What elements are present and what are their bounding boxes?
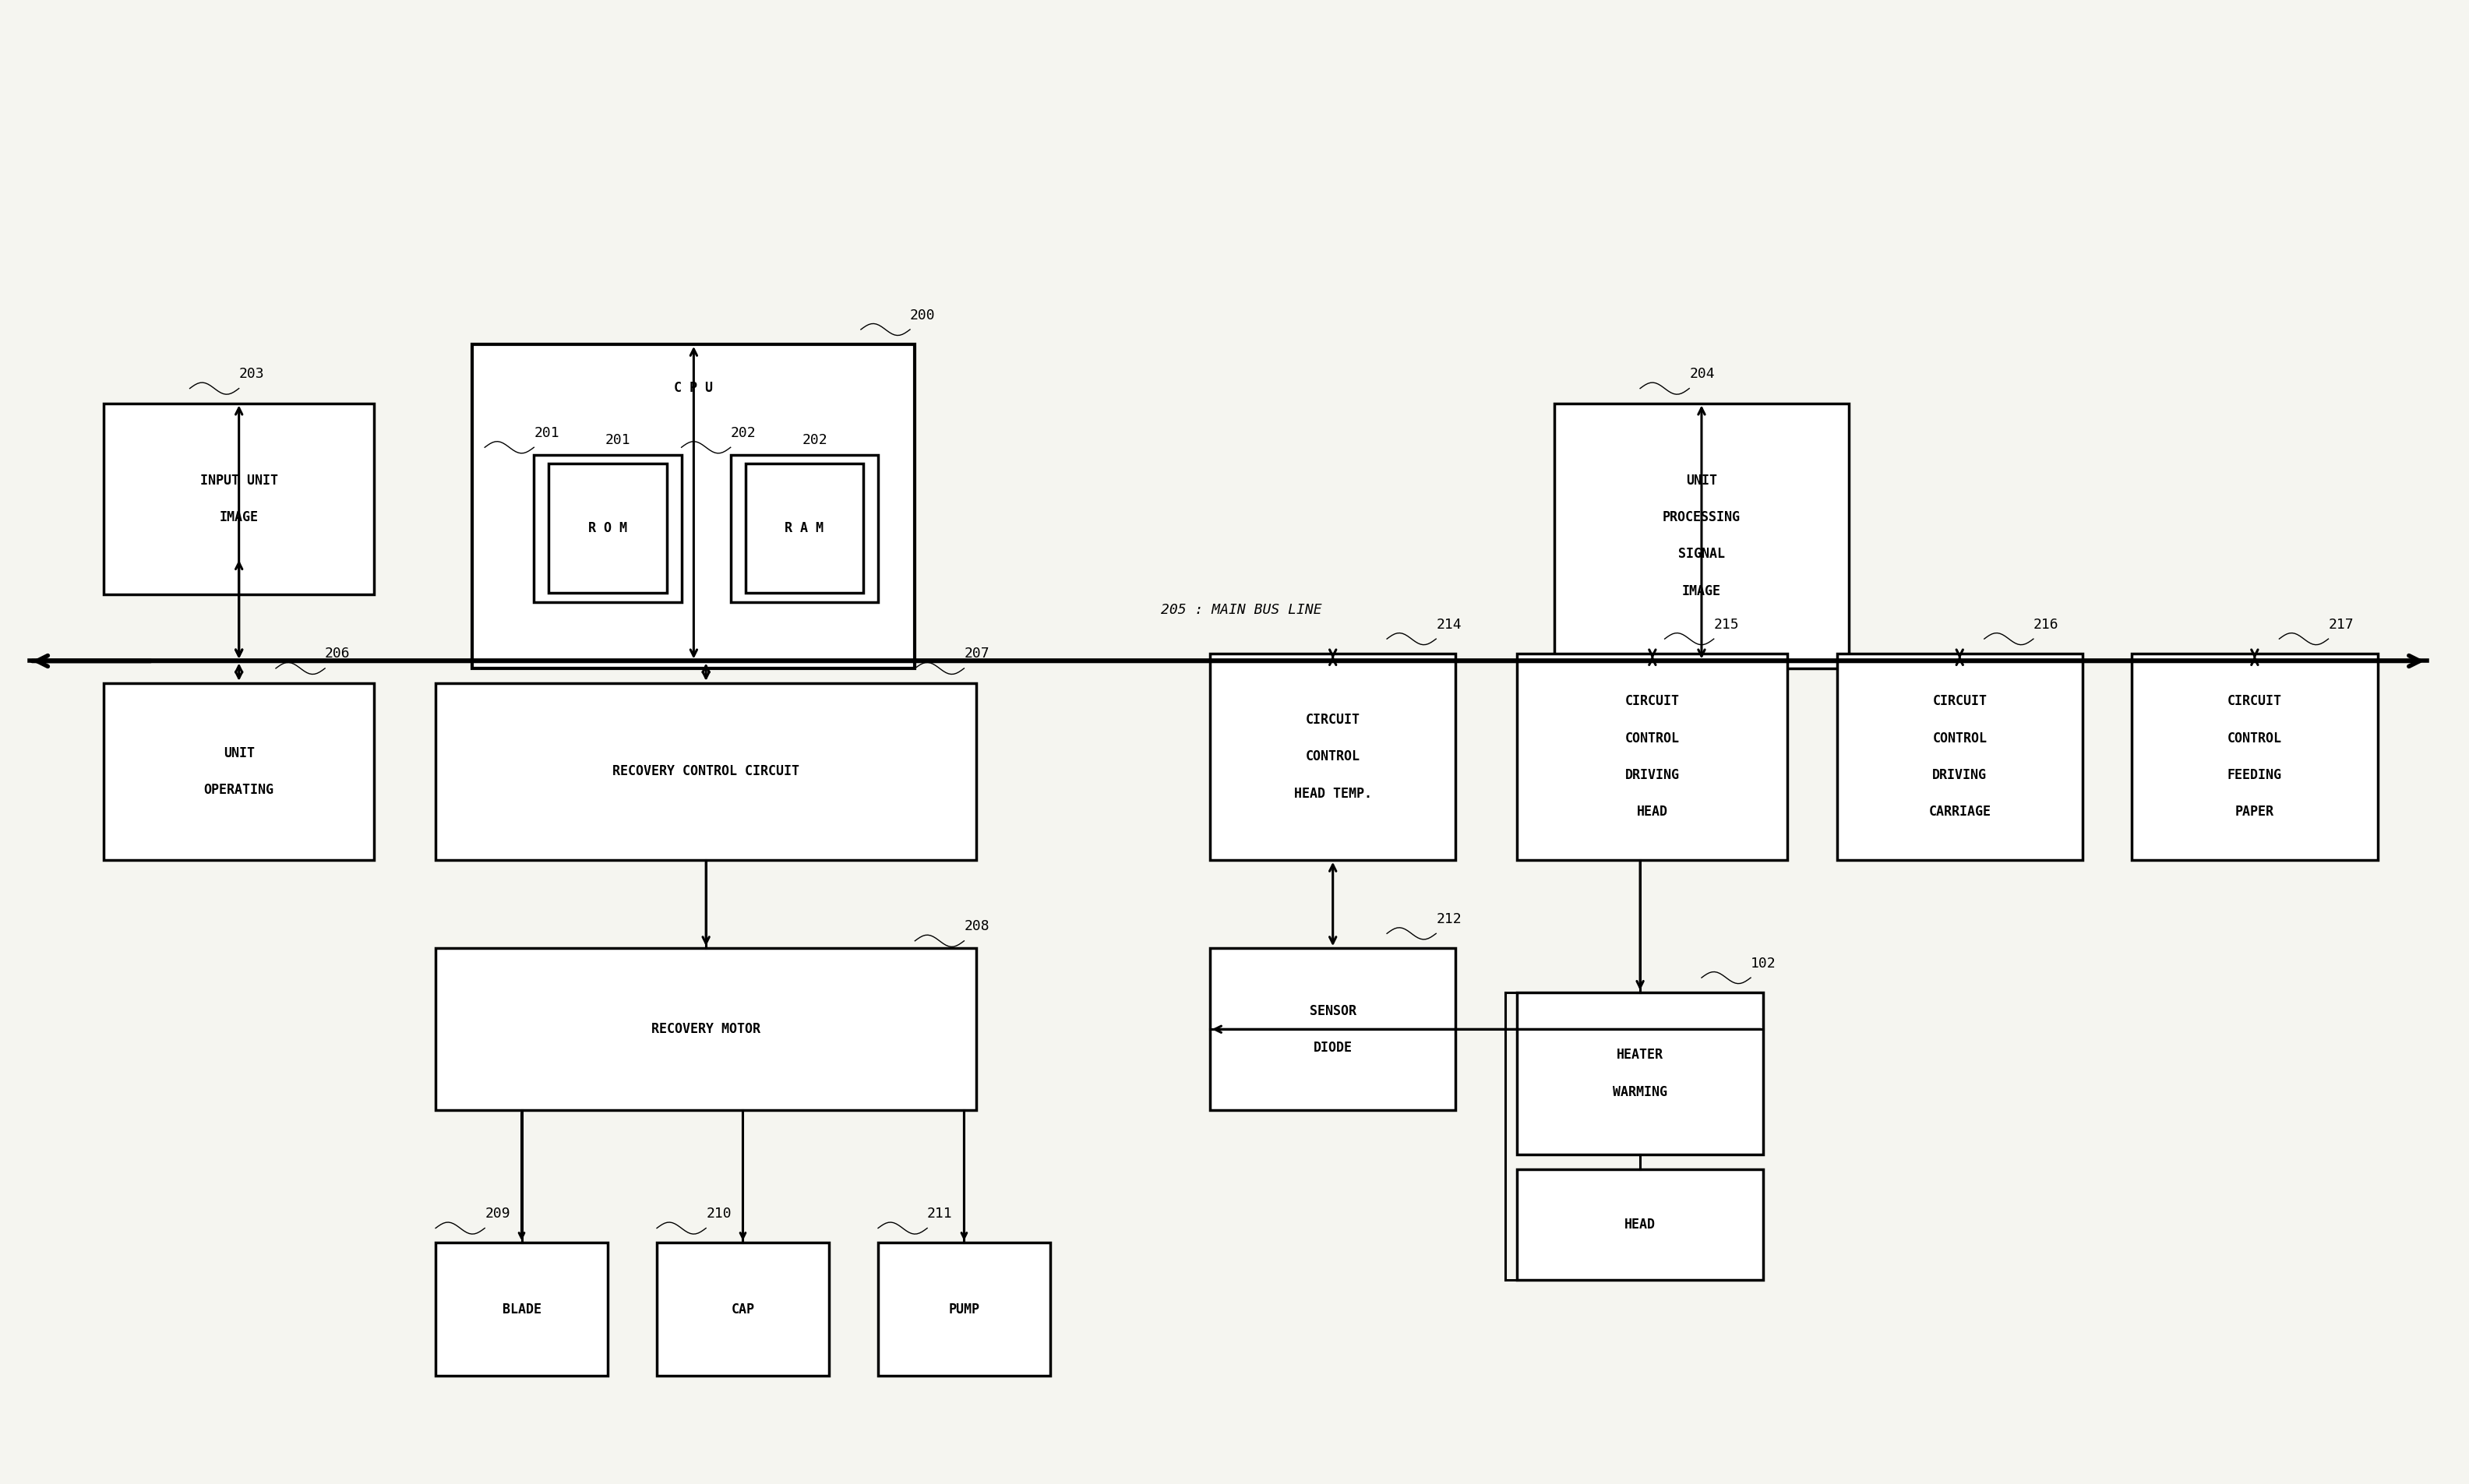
FancyBboxPatch shape (1210, 653, 1457, 859)
Text: HEAD: HEAD (1625, 1217, 1657, 1232)
FancyBboxPatch shape (879, 1244, 1049, 1376)
Text: CIRCUIT: CIRCUIT (1625, 695, 1679, 708)
FancyBboxPatch shape (1210, 948, 1457, 1110)
Text: DRIVING: DRIVING (1933, 769, 1988, 782)
Text: 216: 216 (2034, 617, 2059, 632)
Text: IMAGE: IMAGE (220, 510, 259, 524)
FancyBboxPatch shape (746, 463, 864, 594)
Text: 204: 204 (1689, 367, 1713, 381)
FancyBboxPatch shape (104, 404, 375, 595)
Text: 206: 206 (326, 647, 351, 660)
Text: 212: 212 (1437, 913, 1462, 926)
Text: CARRIAGE: CARRIAGE (1928, 804, 1990, 819)
Text: DIODE: DIODE (1314, 1040, 1353, 1055)
Text: RECOVERY CONTROL CIRCUIT: RECOVERY CONTROL CIRCUIT (612, 764, 800, 779)
Text: OPERATING: OPERATING (205, 784, 274, 797)
Text: CONTROL: CONTROL (1625, 732, 1679, 745)
Text: 205 : MAIN BUS LINE: 205 : MAIN BUS LINE (1160, 603, 1321, 617)
FancyBboxPatch shape (104, 683, 375, 859)
FancyBboxPatch shape (435, 948, 975, 1110)
FancyBboxPatch shape (1516, 1169, 1763, 1279)
Text: UNIT: UNIT (222, 746, 254, 760)
Text: UNIT: UNIT (1686, 473, 1716, 488)
Text: 203: 203 (239, 367, 264, 381)
Text: INPUT UNIT: INPUT UNIT (200, 473, 279, 488)
Text: 200: 200 (911, 309, 936, 322)
Text: BLADE: BLADE (501, 1301, 541, 1316)
Text: 207: 207 (963, 647, 990, 660)
Text: CIRCUIT: CIRCUIT (1306, 712, 1360, 727)
Text: 201: 201 (605, 433, 630, 447)
Text: R A M: R A M (785, 521, 825, 536)
Text: 217: 217 (2328, 617, 2353, 632)
Text: CIRCUIT: CIRCUIT (1933, 695, 1988, 708)
FancyBboxPatch shape (435, 683, 975, 859)
Text: CONTROL: CONTROL (1306, 749, 1360, 764)
Text: 202: 202 (731, 426, 756, 439)
Text: WARMING: WARMING (1612, 1085, 1667, 1098)
Text: RECOVERY MOTOR: RECOVERY MOTOR (652, 1022, 760, 1036)
FancyBboxPatch shape (472, 344, 916, 668)
FancyBboxPatch shape (731, 454, 879, 603)
Text: CONTROL: CONTROL (1933, 732, 1988, 745)
Text: PAPER: PAPER (2234, 804, 2274, 819)
Text: CIRCUIT: CIRCUIT (2227, 695, 2281, 708)
Text: HEAD TEMP.: HEAD TEMP. (1294, 787, 1373, 800)
Text: CAP: CAP (731, 1301, 756, 1316)
Text: 210: 210 (706, 1206, 731, 1221)
Text: 209: 209 (484, 1206, 511, 1221)
FancyBboxPatch shape (435, 1244, 607, 1376)
FancyBboxPatch shape (533, 454, 681, 603)
FancyBboxPatch shape (1516, 993, 1763, 1155)
Text: R O M: R O M (588, 521, 627, 536)
Text: FEEDING: FEEDING (2227, 769, 2281, 782)
Text: HEAD: HEAD (1637, 804, 1669, 819)
Text: 202: 202 (802, 433, 827, 447)
Text: HEATER: HEATER (1617, 1048, 1664, 1063)
FancyBboxPatch shape (657, 1244, 830, 1376)
Text: 208: 208 (963, 920, 990, 933)
Text: IMAGE: IMAGE (1681, 585, 1721, 598)
Text: 201: 201 (533, 426, 560, 439)
Text: 215: 215 (1713, 617, 1738, 632)
Text: SIGNAL: SIGNAL (1679, 548, 1726, 561)
Text: 211: 211 (928, 1206, 953, 1221)
FancyBboxPatch shape (1516, 653, 1788, 859)
Text: 214: 214 (1437, 617, 1462, 632)
Text: PUMP: PUMP (948, 1301, 980, 1316)
Text: 102: 102 (1751, 956, 1775, 971)
Text: C P U: C P U (674, 381, 714, 395)
FancyBboxPatch shape (1553, 404, 1849, 668)
Text: DRIVING: DRIVING (1625, 769, 1679, 782)
Text: SENSOR: SENSOR (1309, 1003, 1355, 1018)
FancyBboxPatch shape (548, 463, 667, 594)
Text: CONTROL: CONTROL (2227, 732, 2281, 745)
Text: PROCESSING: PROCESSING (1662, 510, 1741, 524)
FancyBboxPatch shape (1837, 653, 2081, 859)
FancyBboxPatch shape (2131, 653, 2378, 859)
